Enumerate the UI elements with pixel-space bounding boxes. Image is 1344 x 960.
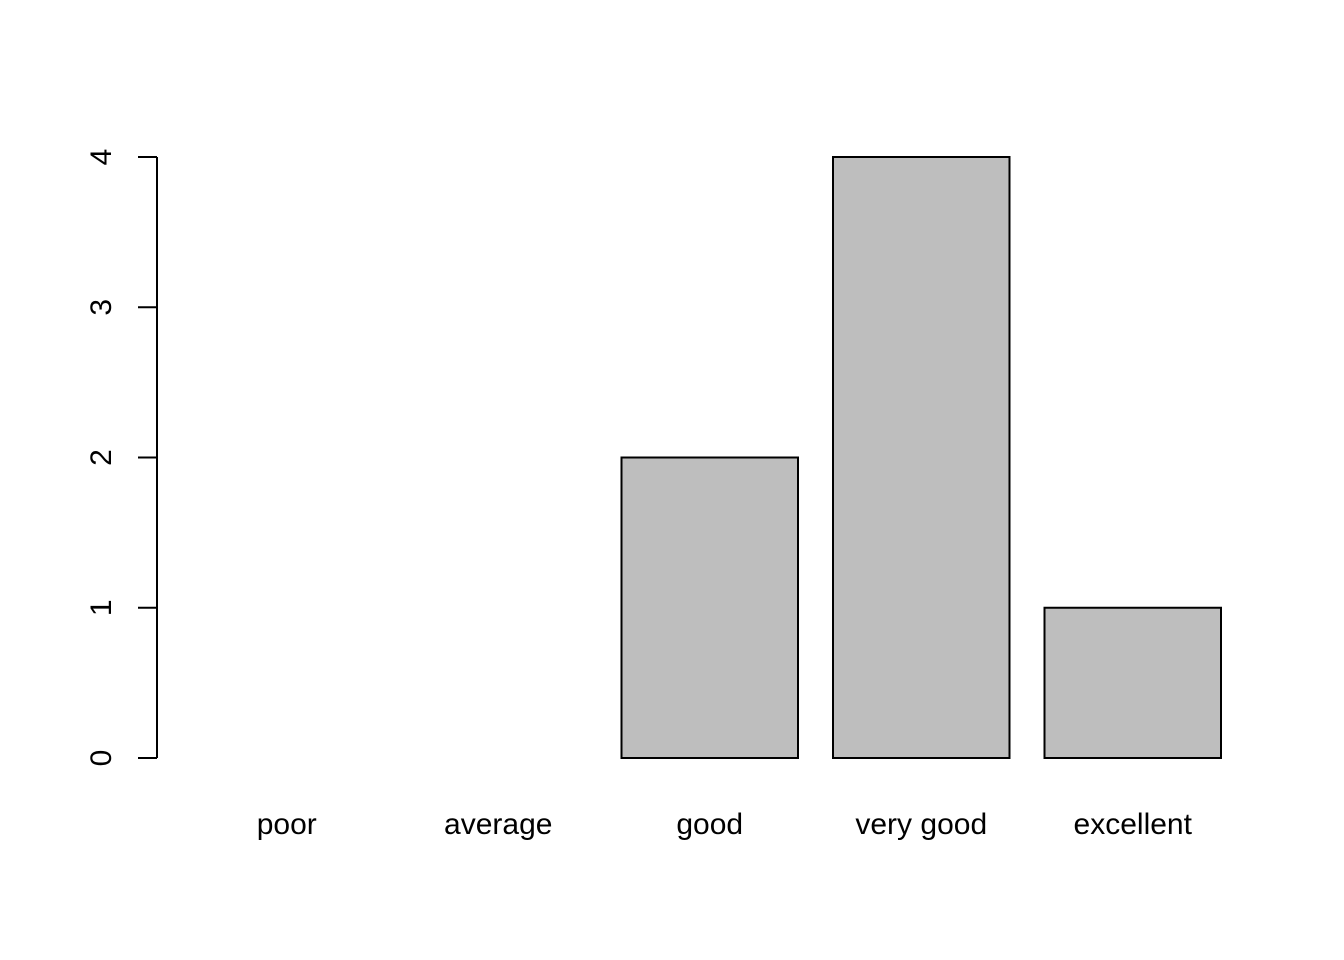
bars-group [620, 156, 1222, 759]
x-tick-label-very-good: very good [855, 808, 987, 841]
bar-good [620, 456, 799, 759]
x-tick-label-excellent: excellent [1074, 808, 1193, 841]
x-tick-label-good: good [676, 808, 743, 841]
y-tick-label-0: 0 [85, 750, 118, 767]
bar-very-good [832, 156, 1011, 759]
x-tick-label-poor: poor [257, 808, 317, 841]
y-tick-label-3: 3 [85, 299, 118, 316]
x-axis-labels: poor average good very good excellent [257, 808, 1193, 841]
y-axis: 0 1 2 3 4 [85, 149, 158, 767]
bar-excellent [1043, 606, 1222, 759]
x-tick-label-average: average [444, 808, 552, 841]
y-tick-label-1: 1 [85, 599, 118, 616]
y-tick-label-2: 2 [85, 449, 118, 466]
y-tick-label-4: 4 [85, 149, 118, 166]
